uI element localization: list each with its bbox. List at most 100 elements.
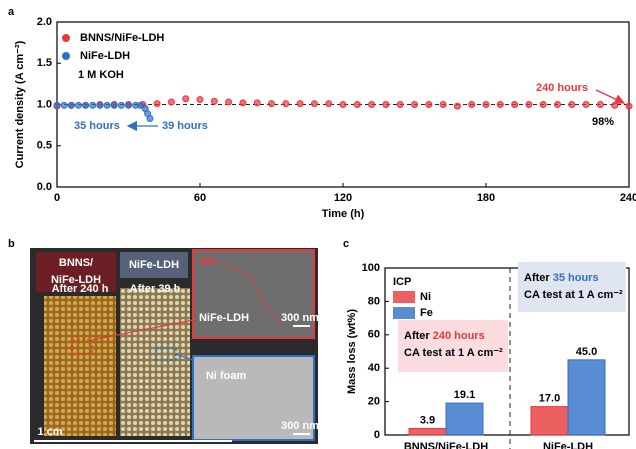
legend-label: Fe <box>420 307 433 319</box>
image-label: BN <box>200 256 216 268</box>
data-point <box>61 102 67 108</box>
data-point <box>118 102 124 108</box>
image-label: Ni foam <box>206 370 247 382</box>
y-tick-label: 0 <box>374 429 380 441</box>
value-label: 19.1 <box>454 389 475 401</box>
y-tick-label: 0.5 <box>37 140 52 152</box>
data-point <box>454 103 460 109</box>
data-point <box>626 103 632 109</box>
data-point <box>254 100 260 106</box>
y-tick-label: 1.0 <box>37 98 52 110</box>
data-point <box>54 102 60 108</box>
panel-label: c <box>343 238 349 250</box>
note-text: After <box>404 330 433 342</box>
bar <box>568 360 605 435</box>
image-label: NiFe-LDH <box>129 259 179 271</box>
value-label: 45.0 <box>576 346 597 358</box>
legend-label: Ni <box>420 291 431 303</box>
x-tick-label: 60 <box>194 192 206 204</box>
data-point <box>126 102 132 108</box>
data-point <box>154 101 160 107</box>
image-label: After 240 h <box>52 283 109 295</box>
legend-marker <box>63 53 70 60</box>
note-line: CA test at 1 A cm⁻² <box>524 289 623 301</box>
y-tick-label: 1.5 <box>37 57 52 69</box>
data-point <box>75 102 81 108</box>
note: After 240 hours <box>404 330 485 342</box>
image-label: After 39 h <box>130 283 181 295</box>
y-tick-label: 0.0 <box>37 181 52 193</box>
data-point <box>483 102 489 108</box>
value-label: 3.9 <box>420 414 435 426</box>
x-tick-label: NiFe-LDH <box>543 441 593 449</box>
image-label: BNNS/ <box>59 257 93 269</box>
data-point <box>597 102 603 108</box>
legend-marker <box>63 35 70 42</box>
bar <box>446 403 483 435</box>
x-tick-label: 0 <box>54 192 60 204</box>
data-point <box>83 102 89 108</box>
value-label: 17.0 <box>539 393 560 405</box>
x-tick-label: 240 <box>620 192 636 204</box>
data-point <box>397 102 403 108</box>
data-point <box>526 102 532 108</box>
x-tick-label: 120 <box>334 192 352 204</box>
legend-swatch <box>393 307 415 319</box>
y-tick-label: 20 <box>368 396 380 408</box>
data-point <box>326 101 332 107</box>
legend-swatch <box>393 291 415 303</box>
data-point <box>211 98 217 104</box>
data-point <box>612 102 618 108</box>
bar <box>531 407 568 435</box>
x-axis-title: Time (h) <box>322 208 365 220</box>
image-label: 1 cm <box>37 426 62 438</box>
data-point <box>369 102 375 108</box>
y-axis-title: Current density (A cm⁻²) <box>14 40 26 168</box>
panel-label: b <box>8 238 15 250</box>
image-label: NiFe-LDH <box>199 312 249 324</box>
image-label: 300 nm <box>281 312 319 324</box>
annotation: 98% <box>592 116 614 128</box>
panel-label: a <box>8 6 15 18</box>
note-text: After <box>524 272 553 284</box>
data-point <box>497 102 503 108</box>
annotation: 35 hours <box>74 120 120 132</box>
legend-label: NiFe-LDH <box>80 50 130 62</box>
legend-label: BNNS/NiFe-LDH <box>80 32 164 44</box>
data-point <box>540 102 546 108</box>
data-point <box>311 101 317 107</box>
data-point <box>383 102 389 108</box>
data-point <box>569 102 575 108</box>
data-point <box>168 99 174 105</box>
y-tick-label: 80 <box>368 295 380 307</box>
note: After 35 hours <box>524 272 599 284</box>
legend-title: ICP <box>393 276 411 288</box>
y-tick-label: 2.0 <box>37 16 52 28</box>
data-point <box>340 102 346 108</box>
note-box <box>518 262 626 312</box>
data-point <box>197 97 203 103</box>
image-label: 300 nm <box>281 420 319 432</box>
data-point <box>412 102 418 108</box>
bar <box>409 428 446 435</box>
data-point <box>512 102 518 108</box>
data-point <box>111 102 117 108</box>
note-highlight: 35 hours <box>553 272 599 284</box>
figure: a b c BNNS/NiFe-LDH NiFe-LDH After 240 h After… <box>0 0 636 449</box>
data-point <box>104 102 110 108</box>
y-tick-label: 100 <box>362 262 380 274</box>
note-line: CA test at 1 A cm⁻² <box>404 347 503 359</box>
data-point <box>68 102 74 108</box>
data-point <box>97 102 103 108</box>
data-point <box>283 101 289 107</box>
y-axis-title: Mass loss (wt%) <box>346 309 358 394</box>
data-point <box>354 102 360 108</box>
data-point <box>297 101 303 107</box>
y-tick-label: 60 <box>368 329 380 341</box>
data-point <box>183 96 189 102</box>
data-point <box>90 102 96 108</box>
x-tick-label: BNNS/NiFe-LDH <box>404 441 488 449</box>
annotation: 240 hours <box>536 82 588 94</box>
data-point <box>426 102 432 108</box>
data-point <box>240 100 246 106</box>
